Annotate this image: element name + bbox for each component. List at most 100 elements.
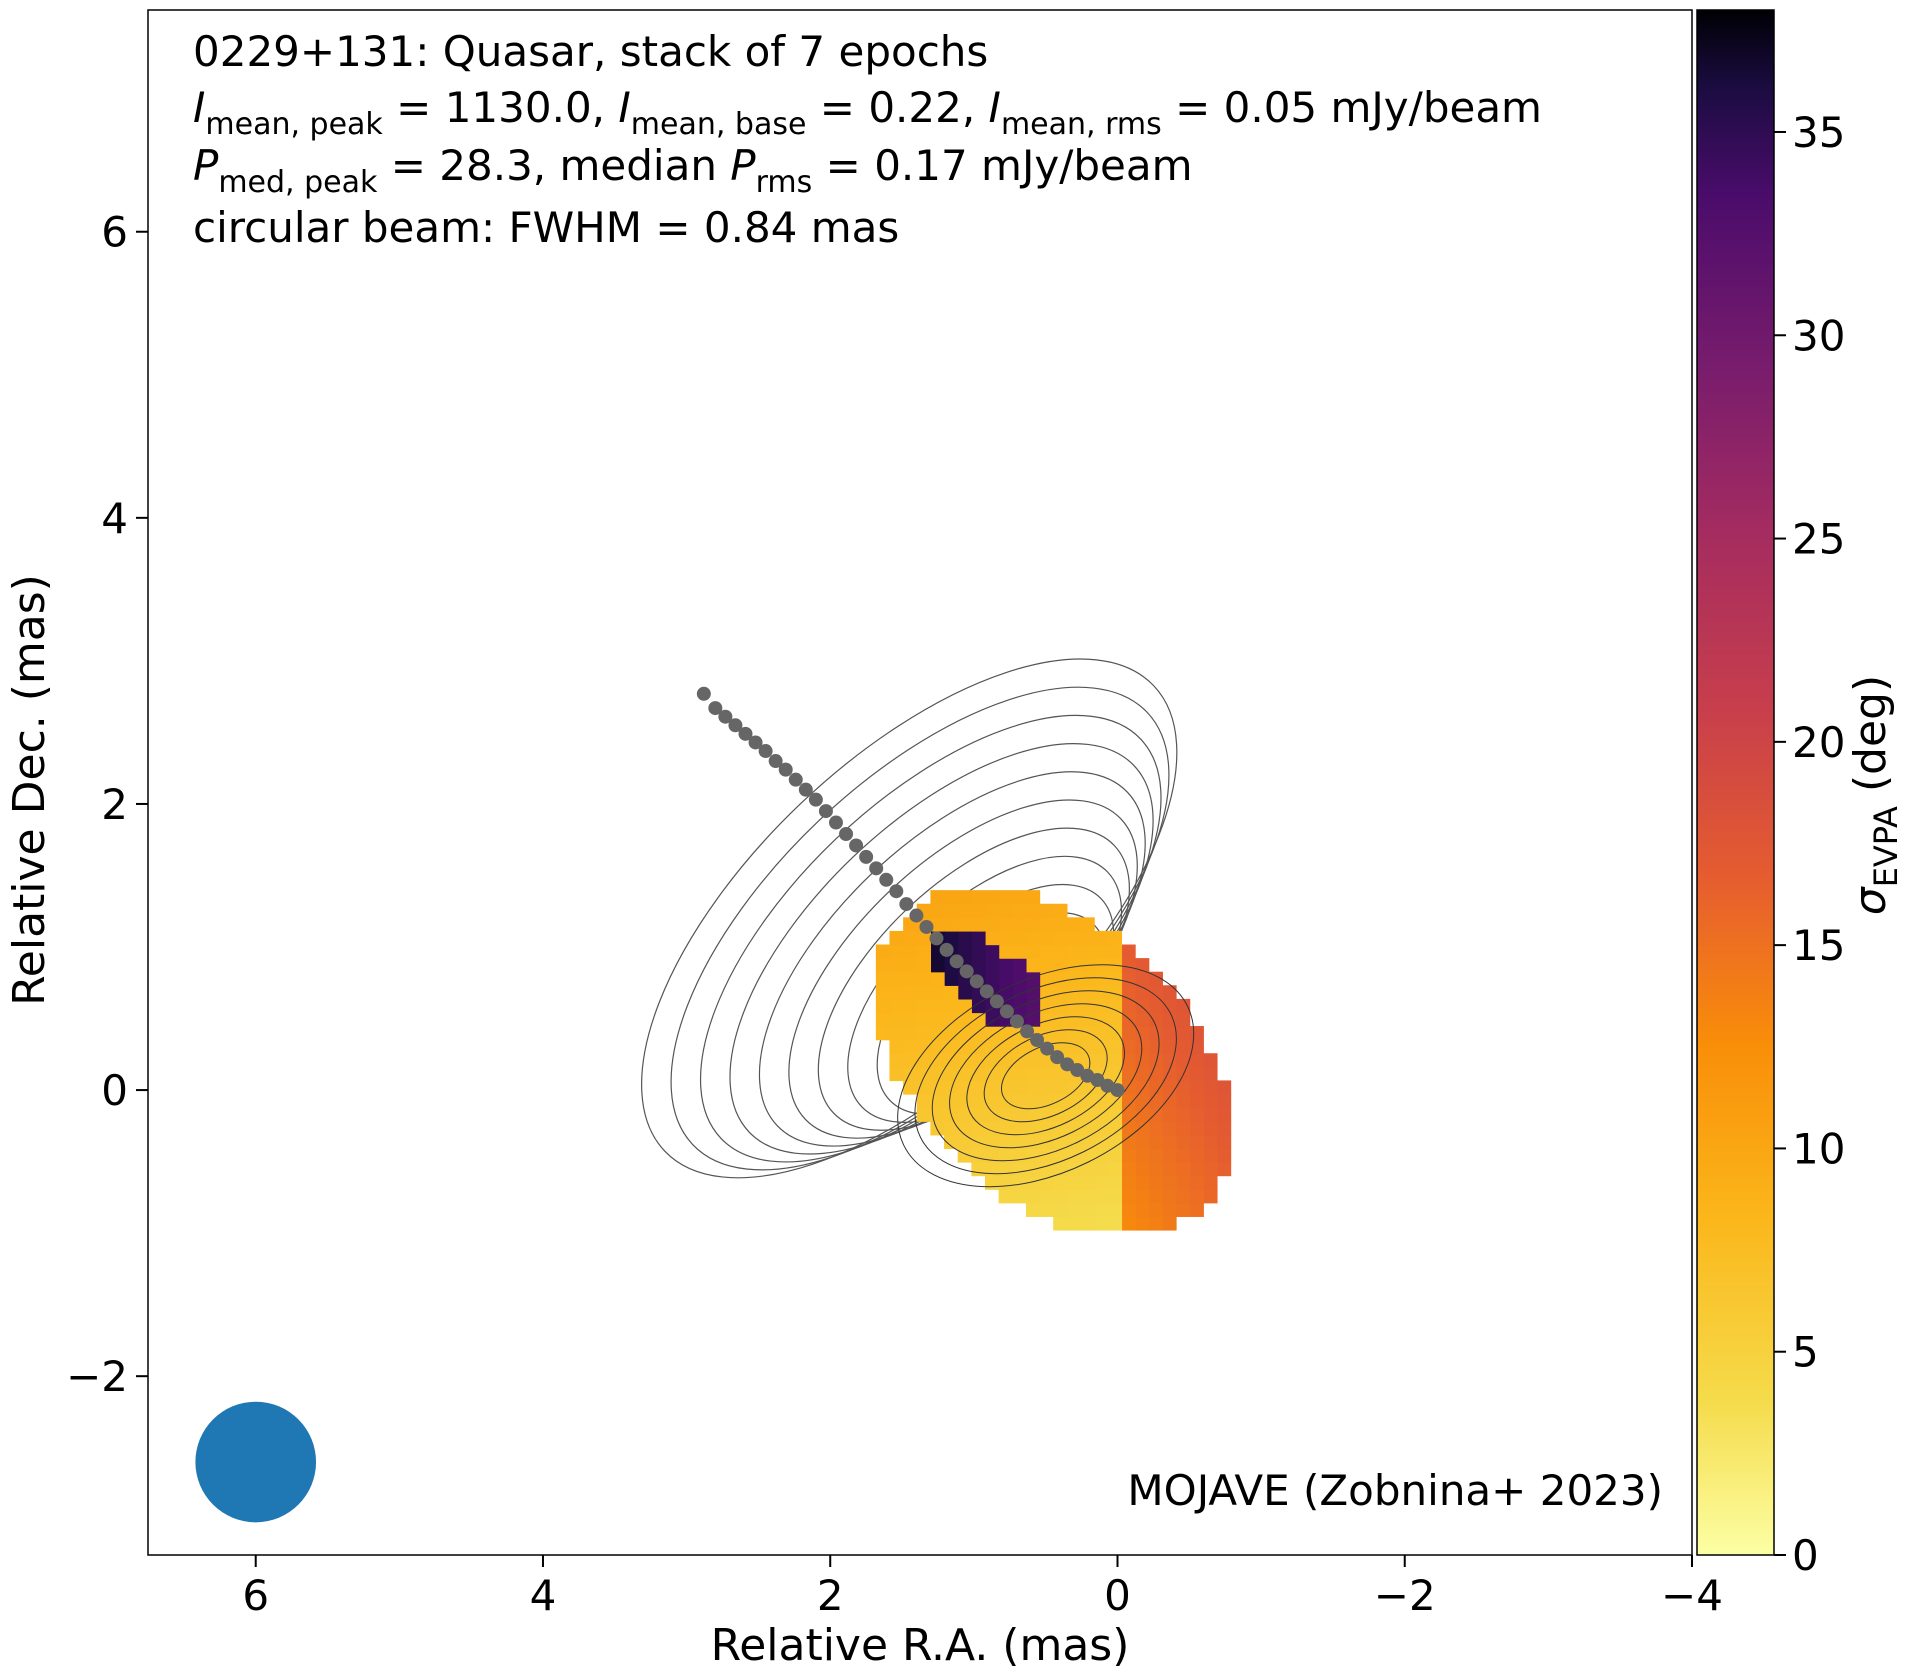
evpa-pixel — [1148, 1161, 1163, 1177]
evpa-pixel — [1080, 1107, 1095, 1122]
evpa-pixel — [903, 985, 918, 1000]
evpa-pixel — [944, 1134, 959, 1150]
evpa-pixel — [1189, 1134, 1204, 1150]
evpa-pixel — [1053, 1216, 1068, 1231]
evpa-pixel — [916, 1080, 932, 1095]
evpa-pixel — [984, 1012, 1000, 1027]
evpa-pixel — [916, 985, 932, 1000]
evpa-pixel — [1066, 1026, 1082, 1041]
evpa-pixel — [944, 1121, 959, 1136]
evpa-pixel — [998, 1080, 1013, 1095]
i-rms-subscript: mean, rms — [1001, 107, 1162, 142]
evpa-pixel — [998, 944, 1013, 959]
evpa-pixel — [1025, 1134, 1041, 1150]
evpa-pixel — [1176, 1161, 1191, 1177]
ridge-point — [959, 964, 974, 979]
evpa-pixel — [971, 917, 986, 932]
ridge-point — [828, 815, 843, 830]
evpa-pixel — [998, 903, 1013, 918]
jet-ridge-line — [696, 686, 1125, 1098]
evpa-pixel — [1121, 944, 1136, 959]
x-tick-label: −2 — [1374, 1571, 1436, 1620]
evpa-pixel — [1025, 1107, 1041, 1122]
evpa-pixel — [1025, 1161, 1041, 1177]
evpa-pixel — [1107, 1107, 1123, 1122]
evpa-pixel — [1025, 1121, 1041, 1136]
evpa-pixel — [1066, 1175, 1082, 1190]
evpa-pixel — [1039, 930, 1054, 946]
evpa-pixel — [1053, 1012, 1068, 1027]
p-rms-subscript: rms — [756, 165, 813, 200]
evpa-pixel — [916, 1053, 932, 1068]
y-tick-label: 6 — [101, 208, 128, 257]
ridge-point — [768, 754, 783, 769]
evpa-pixel — [944, 917, 959, 932]
ridge-point — [849, 838, 864, 853]
ridge-point — [718, 709, 733, 724]
evpa-pixel — [1039, 998, 1054, 1014]
evpa-pixel — [889, 1066, 904, 1082]
ridge-point — [1009, 1014, 1024, 1029]
evpa-pixel — [1162, 1039, 1177, 1054]
ridge-point — [949, 954, 964, 969]
evpa-pixel — [998, 971, 1013, 986]
evpa-pixel — [916, 958, 932, 973]
evpa-pixel — [889, 930, 904, 946]
evpa-pixel — [1148, 1189, 1163, 1204]
evpa-pixel — [1176, 1107, 1191, 1122]
evpa-pixel — [1148, 1026, 1163, 1041]
evpa-pixel — [1012, 1053, 1027, 1068]
evpa-pixel — [957, 903, 972, 918]
evpa-pixel — [1176, 1012, 1191, 1027]
evpa-pixel — [957, 985, 972, 1000]
evpa-pixel — [903, 930, 918, 946]
evpa-pixel — [957, 917, 972, 932]
evpa-pixel — [1216, 1121, 1232, 1136]
evpa-pixel — [1121, 1107, 1136, 1122]
evpa-pixel — [971, 1080, 986, 1095]
evpa-pixel — [1203, 1053, 1218, 1068]
evpa-pixel — [1012, 1161, 1027, 1177]
evpa-pixel — [1176, 1175, 1191, 1190]
evpa-pixel — [1094, 1202, 1109, 1217]
evpa-pixel — [998, 917, 1013, 932]
evpa-pixel — [998, 930, 1013, 946]
evpa-pixel — [1203, 1161, 1218, 1177]
evpa-pixel — [1080, 1121, 1095, 1136]
evpa-pixel — [984, 917, 1000, 932]
evpa-pixel — [889, 985, 904, 1000]
evpa-pixel — [971, 958, 986, 973]
evpa-pixel — [1121, 971, 1136, 986]
evpa-pixel — [875, 1026, 891, 1041]
evpa-pixel — [1039, 958, 1054, 973]
evpa-pixel — [1189, 1202, 1204, 1217]
p-rms-value: = 0.17 mJy/beam — [812, 141, 1192, 190]
i-peak-subscript: mean, peak — [205, 107, 383, 142]
evpa-pixel — [1012, 1121, 1027, 1136]
evpa-pixel — [1039, 944, 1054, 959]
x-tick-label: −4 — [1661, 1571, 1723, 1620]
evpa-pixel — [971, 1012, 986, 1027]
evpa-pixel — [875, 971, 891, 986]
ridge-point — [979, 984, 994, 999]
ridge-point — [969, 974, 984, 989]
evpa-pixel — [998, 1134, 1013, 1150]
colorbar — [1696, 9, 1775, 1556]
evpa-pixel — [971, 890, 986, 905]
evpa-pixel — [1176, 1039, 1191, 1054]
evpa-pixel — [1107, 1066, 1123, 1082]
evpa-pixel — [1053, 1080, 1068, 1095]
evpa-pixel — [1176, 1026, 1191, 1041]
evpa-pixel — [1176, 1121, 1191, 1136]
evpa-pixel — [1025, 1189, 1041, 1204]
evpa-pixel — [1135, 998, 1150, 1014]
evpa-pixel — [1162, 1053, 1177, 1068]
evpa-pixel — [1203, 1094, 1218, 1109]
evpa-pixel — [1107, 985, 1123, 1000]
evpa-pixel — [1162, 998, 1177, 1014]
credit-label: MOJAVE (Zobnina+ 2023) — [1127, 1466, 1663, 1515]
evpa-pixel — [1094, 944, 1109, 959]
evpa-pixel — [1121, 1202, 1136, 1217]
evpa-pixel — [957, 1039, 972, 1054]
evpa-pixel — [1066, 1107, 1082, 1122]
